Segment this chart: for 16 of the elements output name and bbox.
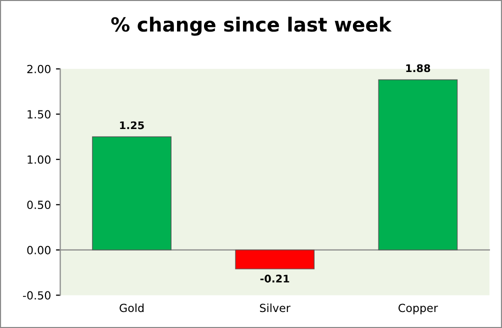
y-tick-label: 0.00 <box>27 246 50 254</box>
data-label: 1.25 <box>120 121 144 130</box>
chart-title: % change since last week <box>111 16 392 36</box>
bar <box>235 250 315 270</box>
x-tick-label: Copper <box>398 304 438 314</box>
y-tick-label: 1.50 <box>28 110 50 119</box>
data-label: -0.21 <box>260 274 290 283</box>
x-tick-label: Silver <box>260 304 290 312</box>
y-tick-label: 1.00 <box>28 155 50 164</box>
y-tick-label: 2.00 <box>27 64 50 74</box>
bar <box>378 79 458 250</box>
data-label: 1.88 <box>406 64 430 72</box>
x-tick-label: Gold <box>120 304 144 312</box>
bar <box>92 136 172 250</box>
y-tick-label: -0.50 <box>23 291 50 300</box>
y-tick-label: 0.50 <box>27 200 50 210</box>
